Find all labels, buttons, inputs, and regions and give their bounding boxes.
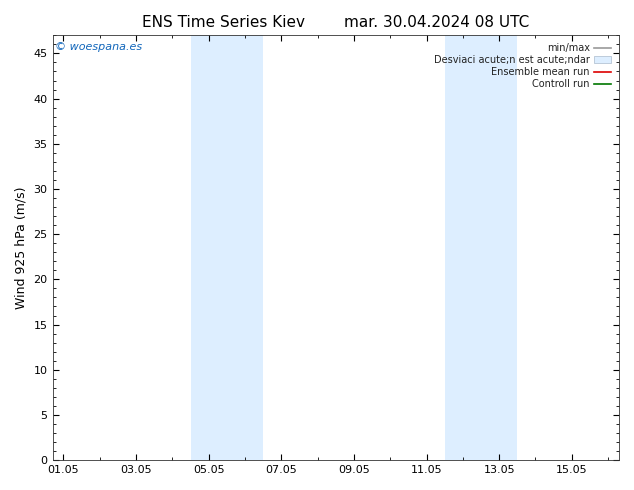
- Title: ENS Time Series Kiev        mar. 30.04.2024 08 UTC: ENS Time Series Kiev mar. 30.04.2024 08 …: [142, 15, 529, 30]
- Bar: [444, 35, 481, 460]
- Bar: [191, 35, 227, 460]
- Text: © woespana.es: © woespana.es: [55, 42, 143, 52]
- Legend: min/max, Desviaci acute;n est acute;ndar, Ensemble mean run, Controll run: min/max, Desviaci acute;n est acute;ndar…: [431, 40, 614, 92]
- Bar: [481, 35, 517, 460]
- Bar: [227, 35, 263, 460]
- Y-axis label: Wind 925 hPa (m/s): Wind 925 hPa (m/s): [15, 187, 28, 309]
